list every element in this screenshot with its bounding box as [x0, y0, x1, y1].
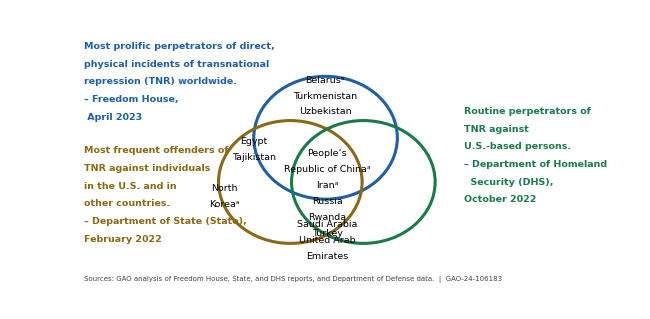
Text: Turkmenistan: Turkmenistan — [293, 92, 357, 100]
Text: – Freedom House,: – Freedom House, — [84, 95, 178, 104]
Text: Routine perpetrators of: Routine perpetrators of — [464, 107, 591, 116]
Text: repression (TNR) worldwide.: repression (TNR) worldwide. — [84, 77, 237, 86]
Text: October 2022: October 2022 — [464, 196, 536, 204]
Text: Russia: Russia — [312, 197, 343, 206]
Text: TNR against: TNR against — [464, 125, 529, 134]
Text: Belarusᵃ: Belarusᵃ — [306, 76, 345, 85]
Text: U.S.-based persons.: U.S.-based persons. — [464, 142, 571, 152]
Text: April 2023: April 2023 — [84, 113, 142, 122]
Text: TNR against individuals: TNR against individuals — [84, 164, 210, 173]
Text: – Department of State (State),: – Department of State (State), — [84, 217, 246, 226]
Text: physical incidents of transnational: physical incidents of transnational — [84, 60, 269, 69]
Text: Turkey: Turkey — [311, 229, 343, 238]
Text: People’s: People’s — [307, 149, 347, 158]
Text: Egypt: Egypt — [240, 137, 268, 146]
Text: Emirates: Emirates — [306, 252, 348, 261]
Text: February 2022: February 2022 — [84, 235, 161, 244]
Text: other countries.: other countries. — [84, 199, 170, 208]
Text: Iranᵃ: Iranᵃ — [316, 181, 338, 190]
Text: Sources: GAO analysis of Freedom House, State, and DHS reports, and Department o: Sources: GAO analysis of Freedom House, … — [84, 276, 502, 283]
Text: Most frequent offenders of: Most frequent offenders of — [84, 146, 228, 155]
Text: Security (DHS),: Security (DHS), — [464, 178, 554, 187]
Text: Republic of Chinaᵃ: Republic of Chinaᵃ — [284, 165, 370, 174]
Text: Uzbekistan: Uzbekistan — [299, 108, 352, 116]
Text: Koreaᵃ: Koreaᵃ — [209, 200, 240, 209]
Text: North: North — [211, 184, 238, 193]
Text: Most prolific perpetrators of direct,: Most prolific perpetrators of direct, — [84, 42, 274, 51]
Text: Saudi Arabia: Saudi Arabia — [297, 220, 358, 229]
Text: – Department of Homeland: – Department of Homeland — [464, 160, 607, 169]
Text: United Arab: United Arab — [299, 236, 356, 245]
Text: Tajikistan: Tajikistan — [232, 153, 276, 162]
Text: in the U.S. and in: in the U.S. and in — [84, 182, 176, 191]
Text: Rwanda: Rwanda — [308, 213, 346, 222]
